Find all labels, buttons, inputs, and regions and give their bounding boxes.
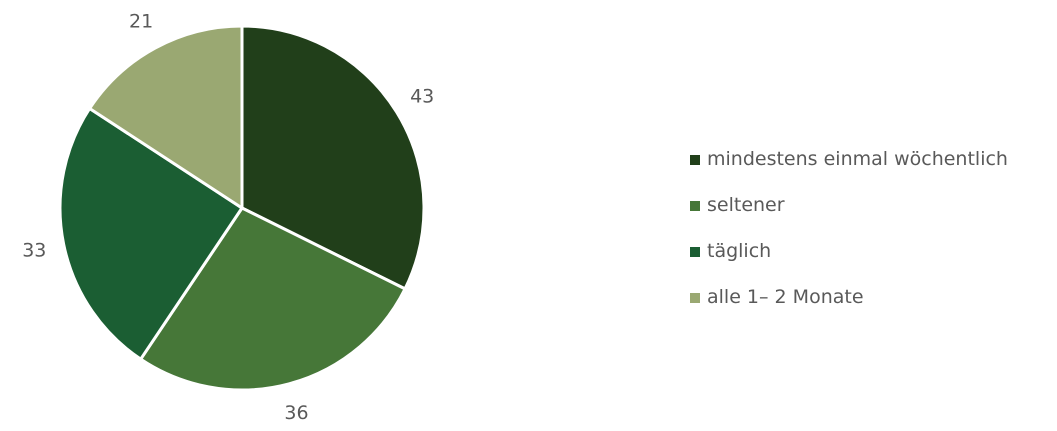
- pie-slice-2: [58, 106, 244, 361]
- legend-swatch-0: [690, 154, 700, 165]
- data-label-0: 43: [410, 85, 434, 107]
- data-label-3: 21: [129, 11, 153, 33]
- pie-slices: [58, 24, 426, 392]
- legend-swatch-2: [690, 246, 700, 257]
- legend: mindestens einmal wöchentlich seltener täg…: [690, 150, 1008, 334]
- legend-label-0: mindestens einmal wöchentlich: [707, 148, 1008, 170]
- legend-label-1: seltener: [707, 194, 785, 216]
- data-label-1: 36: [284, 402, 308, 424]
- pie-data-labels: 43 36 33 21: [22, 11, 434, 424]
- data-label-2: 33: [22, 239, 46, 261]
- pie-slice-0: [240, 24, 426, 291]
- legend-swatch-1: [690, 200, 700, 211]
- pie-slice-3: [88, 24, 244, 210]
- pie-slice-1: [139, 206, 407, 392]
- legend-label-3: alle 1– 2 Monate: [707, 286, 864, 308]
- legend-item-0: mindestens einmal wöchentlich: [690, 150, 1008, 169]
- legend-label-2: täglich: [707, 240, 772, 262]
- legend-item-1: seltener: [690, 196, 1008, 215]
- legend-item-3: alle 1– 2 Monate: [690, 288, 1008, 307]
- legend-swatch-3: [690, 292, 700, 303]
- legend-item-2: täglich: [690, 242, 1008, 261]
